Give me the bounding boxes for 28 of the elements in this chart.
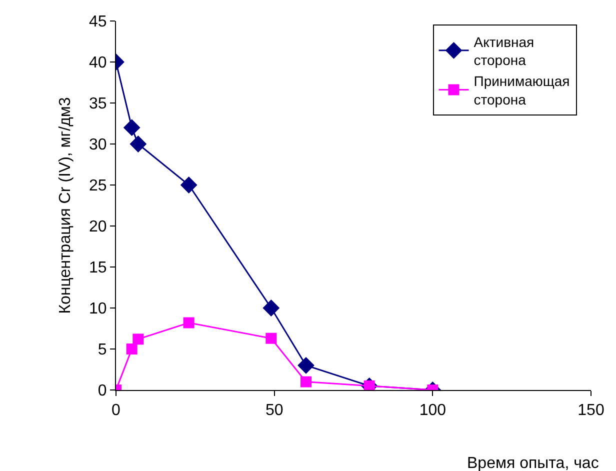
y-tick-label: 5 (98, 342, 107, 359)
legend-label: Принимающая сторона (474, 73, 570, 108)
x-tick-label: 100 (419, 402, 446, 420)
point (123, 119, 140, 136)
y-tick-label: 25 (89, 178, 107, 195)
x-tick-label: 0 (112, 402, 121, 420)
x-tick-label: 150 (578, 402, 604, 420)
y-tick-label: 45 (89, 14, 107, 31)
y-tick-label: 20 (89, 218, 107, 236)
point (183, 317, 194, 328)
x-axis-title: Время опыта, час (467, 455, 599, 471)
y-tick-label: 40 (89, 54, 107, 72)
point (262, 300, 280, 316)
y-tick-label: 0 (98, 382, 107, 400)
point (180, 176, 198, 194)
y-axis-title: Концентрация Cr (IV), мг/дм3 (56, 97, 74, 314)
y-tick-label: 35 (89, 96, 107, 113)
legend-label: Активная сторона (474, 34, 534, 68)
point (298, 356, 314, 374)
point (126, 344, 138, 354)
point (300, 376, 312, 388)
point (266, 332, 277, 344)
point (132, 334, 144, 345)
y-tick-label: 10 (89, 300, 107, 318)
y-tick-label: 15 (89, 260, 107, 277)
y-tick-label: 30 (89, 136, 107, 154)
point (130, 136, 147, 152)
x-tick-label: 50 (265, 402, 284, 420)
